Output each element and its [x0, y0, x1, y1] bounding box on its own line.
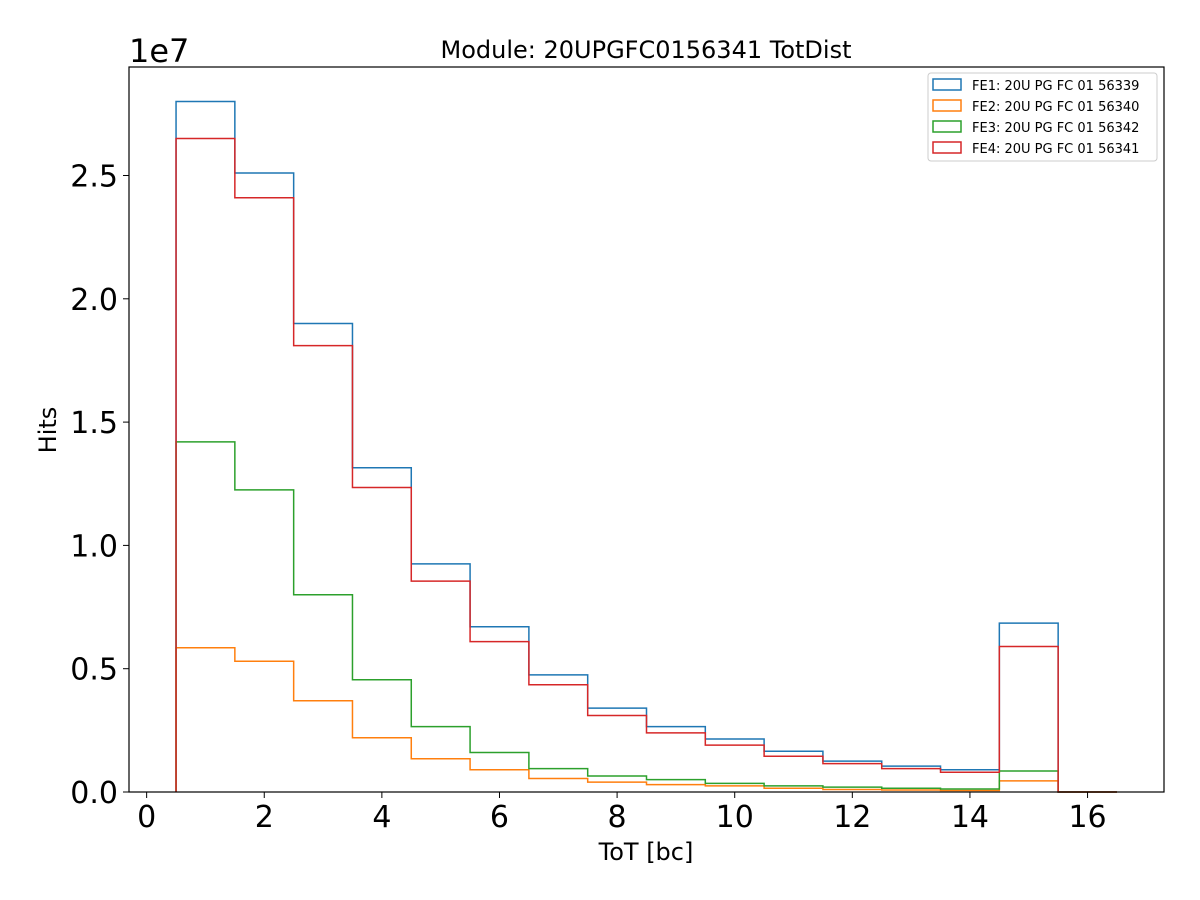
chart-title: Module: 20UPGFC0156341 TotDist — [441, 36, 852, 64]
legend: FE1: 20U PG FC 01 56339 FE2: 20U PG FC 01… — [927, 72, 1158, 162]
y-tick-label: 2.5 — [70, 160, 118, 195]
axes-frame — [128, 66, 1165, 793]
series-group — [175, 100, 1117, 793]
y-tick-label: 1.5 — [70, 406, 118, 441]
legend-swatch-fe3 — [932, 120, 962, 133]
x-tick-label: 6 — [490, 800, 509, 835]
y-tick-label: 2.0 — [70, 283, 118, 318]
legend-swatch-fe2 — [932, 99, 962, 112]
y-tick-label: 1.0 — [70, 529, 118, 564]
legend-swatch-fe4 — [932, 141, 962, 154]
x-tick-label: 16 — [1068, 800, 1106, 835]
legend-label-fe3: FE3: 20U PG FC 01 56342 — [972, 121, 1139, 136]
x-tick-label: 8 — [608, 800, 627, 835]
y-tick-label: 0.0 — [70, 776, 118, 811]
x-ticks: 0 2 4 6 8 10 12 14 16 — [137, 792, 1107, 835]
legend-swatch-fe1 — [932, 78, 962, 91]
x-axis-title: ToT [bc] — [598, 838, 694, 866]
series-fe4 — [175, 137, 1117, 793]
x-tick-label: 14 — [951, 800, 989, 835]
x-tick-label: 2 — [255, 800, 274, 835]
x-tick-label: 0 — [137, 800, 156, 835]
legend-label-fe1: FE1: 20U PG FC 01 56339 — [972, 79, 1139, 94]
y-ticks: 0.0 0.5 1.0 1.5 2.0 2.5 — [70, 160, 129, 811]
y-offset-label: 1e7 — [129, 32, 189, 70]
y-axis-title: Hits — [34, 407, 62, 454]
x-tick-label: 4 — [372, 800, 391, 835]
y-tick-label: 0.5 — [70, 653, 118, 688]
legend-box — [927, 72, 1158, 162]
series-fe3 — [175, 441, 1117, 793]
series-fe2 — [175, 646, 1117, 793]
x-tick-label: 10 — [716, 800, 754, 835]
legend-label-fe2: FE2: 20U PG FC 01 56340 — [972, 100, 1139, 115]
legend-entries: FE1: 20U PG FC 01 56339 FE2: 20U PG FC 01… — [932, 78, 1139, 157]
legend-label-fe4: FE4: 20U PG FC 01 56341 — [972, 142, 1139, 157]
x-tick-label: 12 — [833, 800, 871, 835]
